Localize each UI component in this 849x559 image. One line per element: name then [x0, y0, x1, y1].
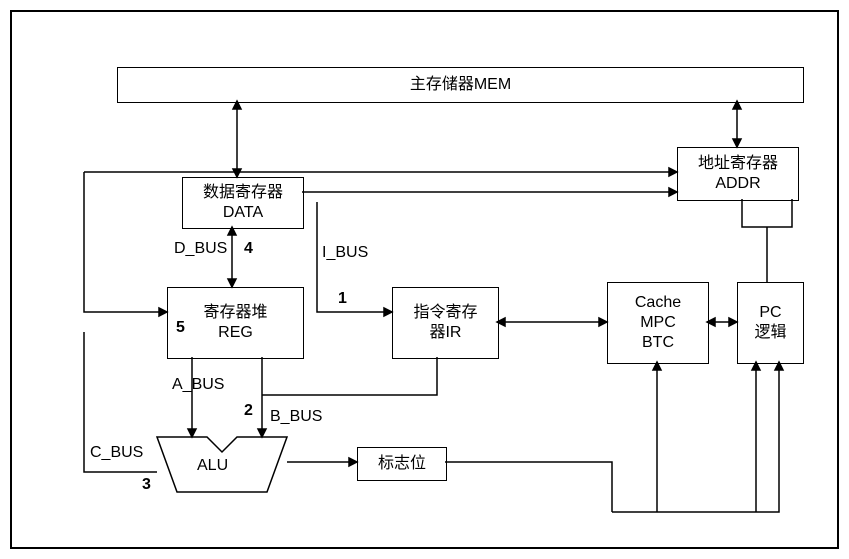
- diagram-frame: 主存储器MEM 数据寄存器 DATA 地址寄存器 ADDR 寄存器堆 REG 指…: [10, 10, 839, 549]
- edges: [12, 12, 837, 547]
